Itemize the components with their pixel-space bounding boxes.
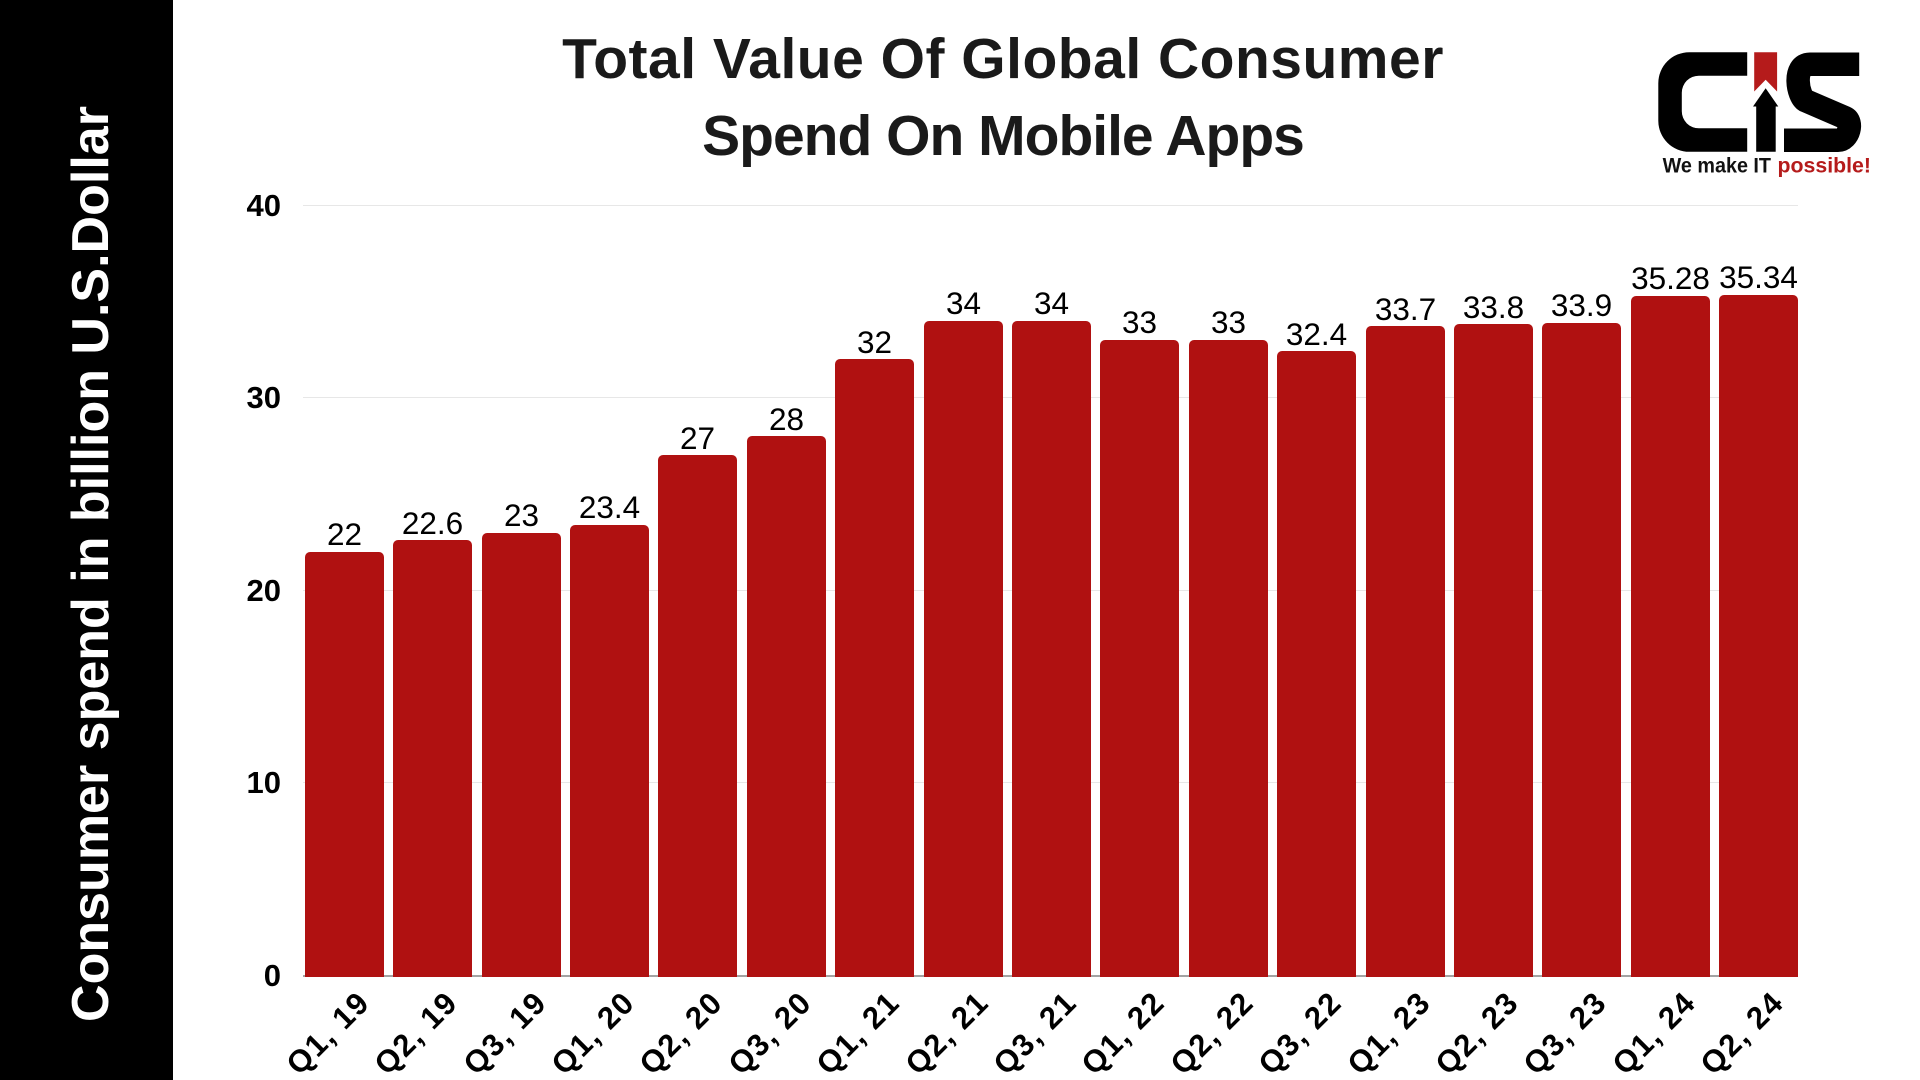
svg-text:possible!: possible! <box>1778 154 1872 178</box>
svg-text:We make IT: We make IT <box>1663 154 1771 178</box>
